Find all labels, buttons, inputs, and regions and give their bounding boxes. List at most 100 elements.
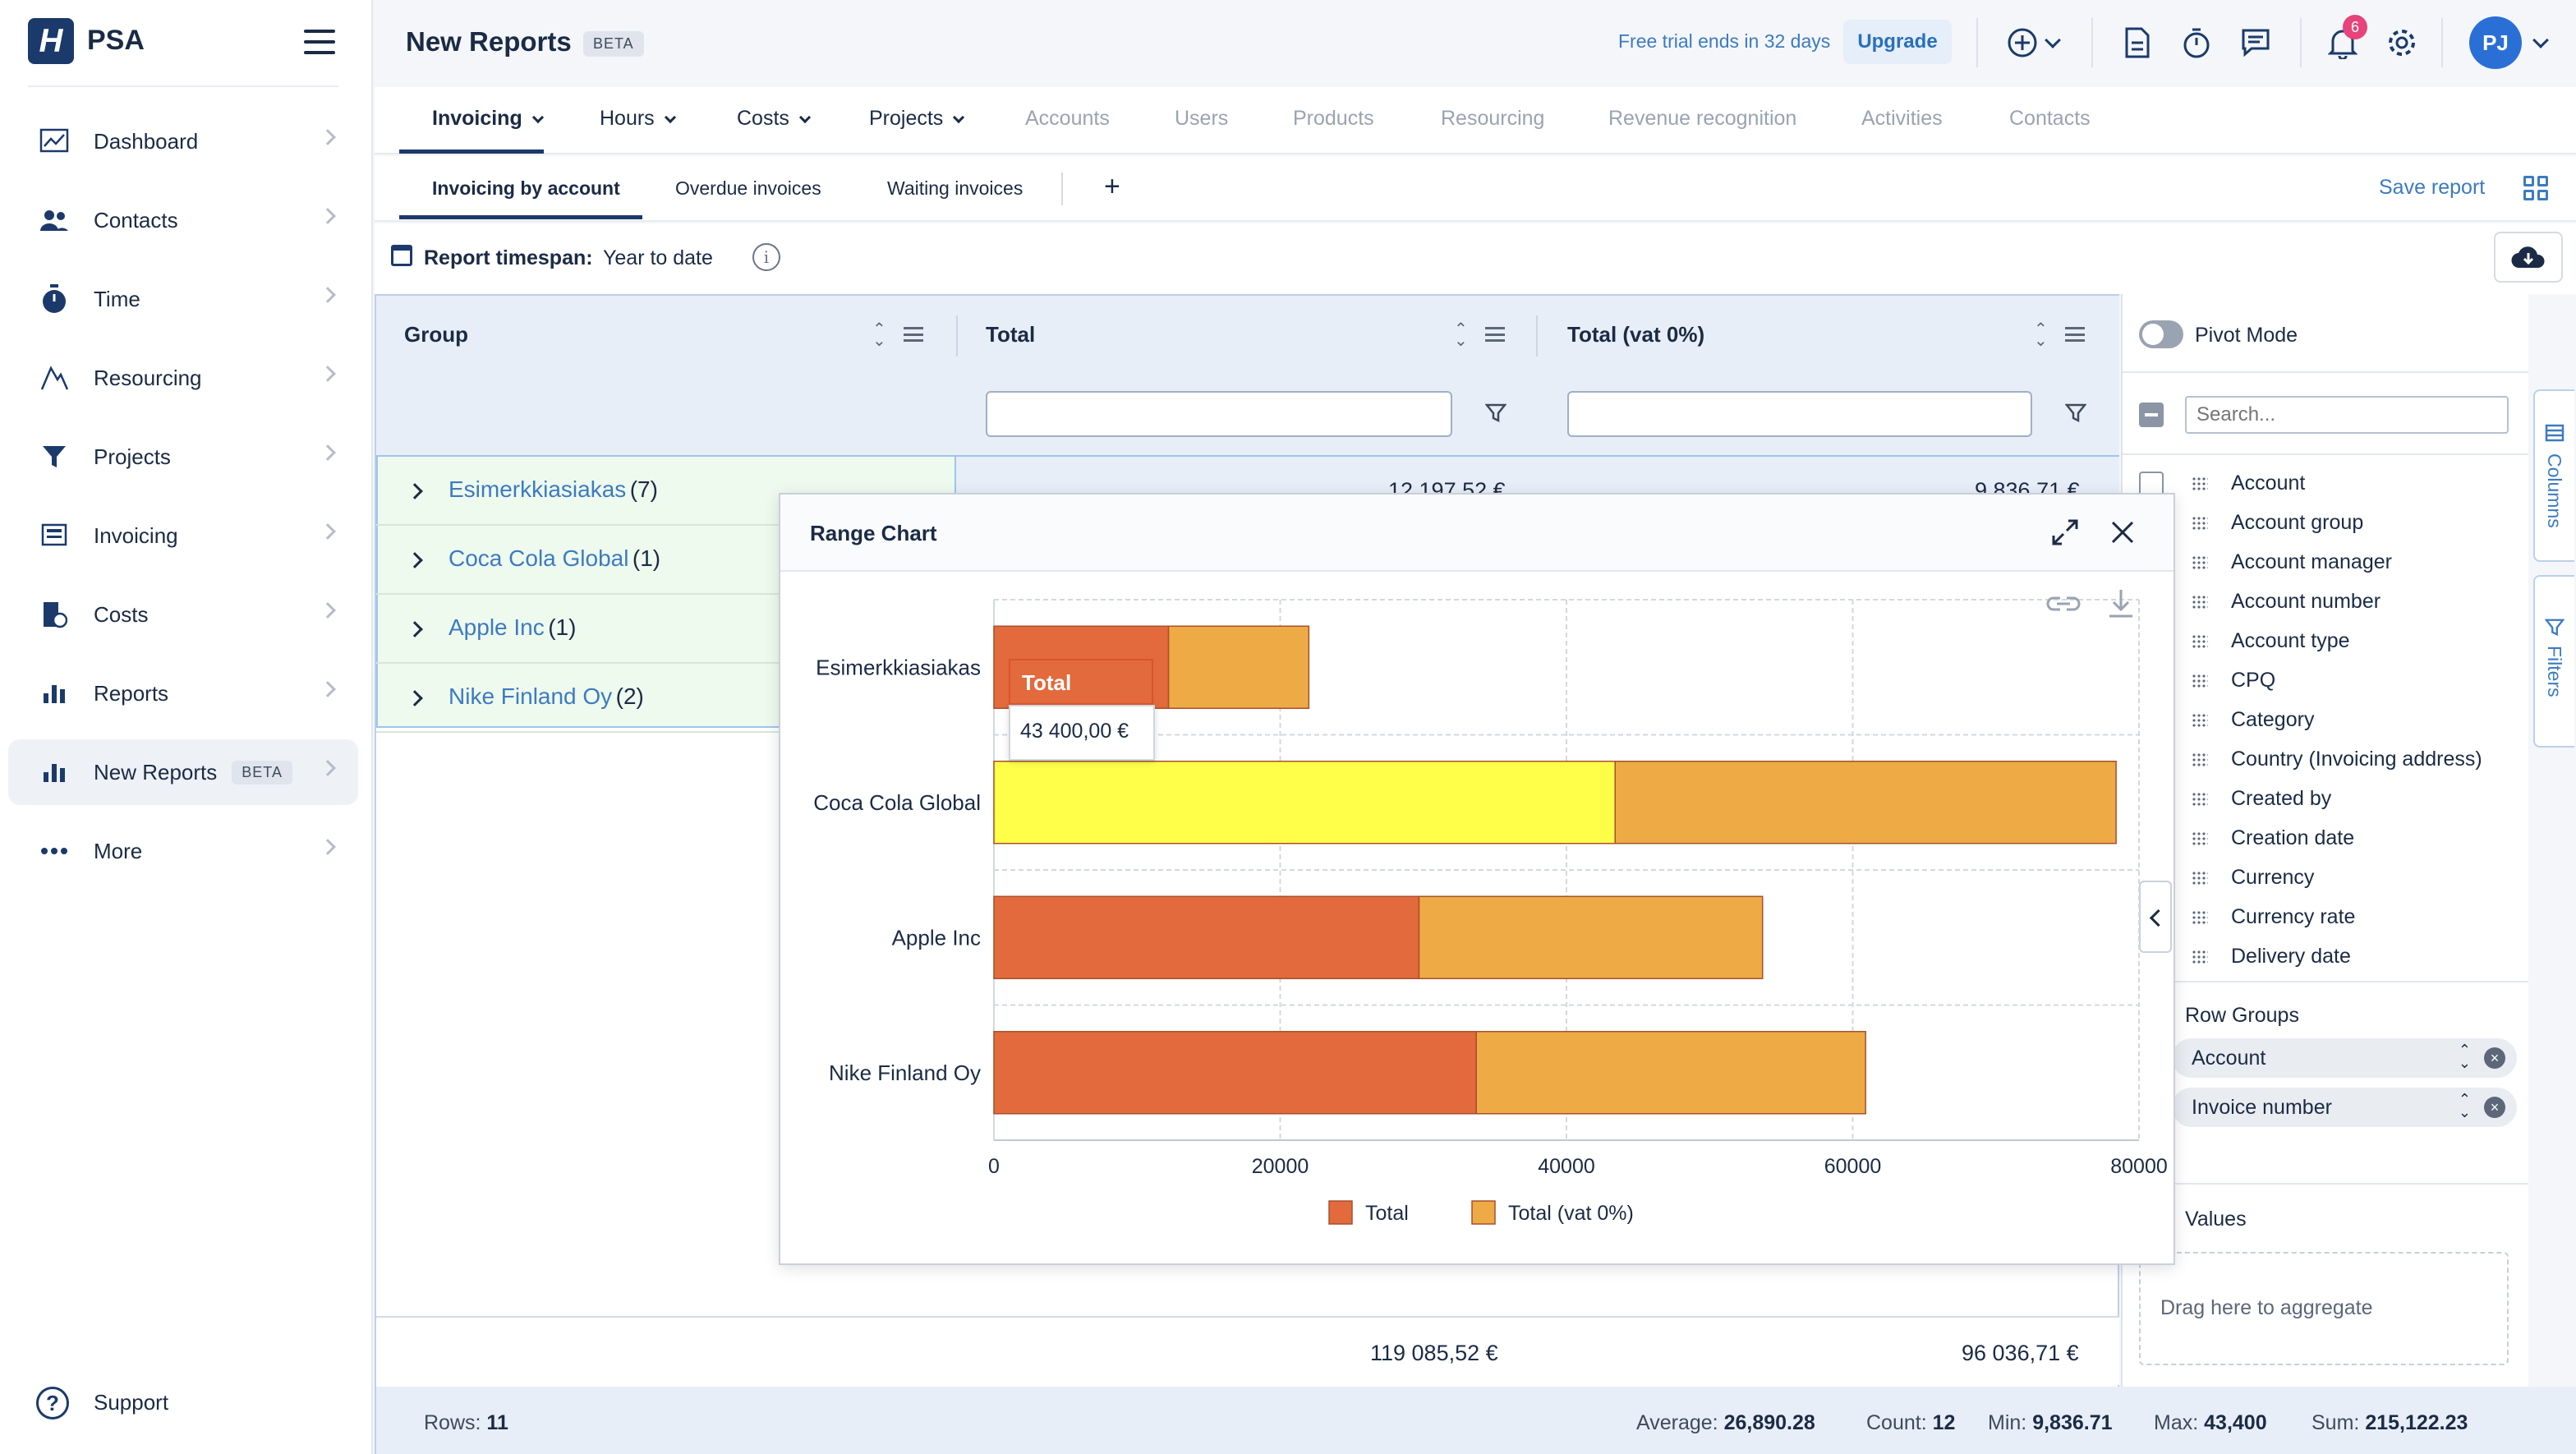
tab-costs[interactable]: Costs xyxy=(737,107,811,131)
table-row[interactable]: Esimerkkiasiakas (7) xyxy=(376,457,956,526)
tab-users[interactable]: Users xyxy=(1175,107,1228,131)
tab-contacts[interactable]: Contacts xyxy=(2009,107,2091,131)
column-item[interactable]: Account manager xyxy=(2231,550,2392,573)
chevron-right-icon[interactable] xyxy=(407,690,423,706)
sidebar-item-resourcing[interactable]: Resourcing xyxy=(8,345,358,411)
chat-icon[interactable] xyxy=(2238,25,2274,61)
column-item[interactable]: CPQ xyxy=(2231,669,2276,692)
column-item[interactable]: Account xyxy=(2231,472,2306,495)
remove-icon[interactable]: × xyxy=(2484,1097,2505,1118)
sidebar-item-dashboard[interactable]: Dashboard xyxy=(8,108,358,174)
group-name-link[interactable]: Apple Inc xyxy=(448,614,545,640)
download-icon[interactable] xyxy=(2106,587,2136,619)
row-group-pill-invoice-number[interactable]: Invoice number ⌃ ⌄ × xyxy=(2172,1088,2517,1127)
cloud-download-button[interactable] xyxy=(2494,232,2563,283)
tab-projects[interactable]: Projects xyxy=(869,107,965,131)
timespan-value[interactable]: Year to date xyxy=(603,246,713,269)
subtab-waiting-invoices[interactable]: Waiting invoices xyxy=(887,177,1024,199)
help-icon[interactable]: ? xyxy=(36,1387,69,1419)
sidebar-item-projects[interactable]: Projects xyxy=(8,424,358,490)
select-all-checkbox[interactable] xyxy=(2139,403,2164,427)
group-name-link[interactable]: Coca Cola Global xyxy=(448,545,629,571)
sort-icon[interactable]: ⌃ ⌄ xyxy=(2458,1042,2471,1071)
drag-handle-icon[interactable] xyxy=(2192,595,2208,610)
column-header-total-vat0[interactable]: Total (vat 0%) xyxy=(1567,322,1705,347)
drag-handle-icon[interactable] xyxy=(2192,950,2208,964)
support-link[interactable]: Support xyxy=(94,1390,169,1415)
chevron-right-icon[interactable] xyxy=(407,552,423,568)
column-menu-icon[interactable] xyxy=(1485,327,1505,342)
drag-handle-icon[interactable] xyxy=(2192,831,2208,846)
sidebar-item-invoicing[interactable]: Invoicing xyxy=(8,503,358,568)
sidebar-item-reports[interactable]: Reports xyxy=(8,660,358,726)
gear-icon[interactable] xyxy=(2384,25,2420,61)
column-item[interactable]: Created by xyxy=(2231,787,2332,810)
column-search-input[interactable] xyxy=(2185,396,2509,434)
column-header-total[interactable]: Total xyxy=(986,322,1036,347)
group-name-link[interactable]: Nike Finland Oy xyxy=(448,683,613,709)
subtab-overdue-invoices[interactable]: Overdue invoices xyxy=(675,177,821,199)
stopwatch-icon[interactable] xyxy=(2178,25,2215,61)
columns-tab[interactable]: Columns xyxy=(2533,389,2574,562)
column-item[interactable]: Currency xyxy=(2231,866,2315,889)
column-header-group[interactable]: Group xyxy=(404,322,468,347)
total-filter-input[interactable] xyxy=(986,391,1452,437)
save-report-button[interactable]: Save report xyxy=(2379,176,2486,199)
layout-grid-icon[interactable] xyxy=(2523,176,2548,200)
sidebar-item-new-reports[interactable]: New Reports BETA xyxy=(8,739,358,805)
column-item[interactable]: Category xyxy=(2231,708,2315,731)
column-item[interactable]: Currency rate xyxy=(2231,905,2356,928)
sidebar-item-more[interactable]: More xyxy=(8,818,358,884)
tab-activities[interactable]: Activities xyxy=(1861,107,1943,131)
tab-accounts[interactable]: Accounts xyxy=(1025,107,1110,131)
column-item[interactable]: Account number xyxy=(2231,590,2381,613)
drag-handle-icon[interactable] xyxy=(2192,910,2208,925)
drag-handle-icon[interactable] xyxy=(2192,674,2208,688)
drag-handle-icon[interactable] xyxy=(2192,871,2208,886)
tab-hours[interactable]: Hours xyxy=(600,107,676,131)
filter-icon[interactable] xyxy=(1485,403,1506,424)
app-logo[interactable]: H xyxy=(28,18,74,64)
filters-tab[interactable]: Filters xyxy=(2533,575,2574,748)
row-group-pill-account[interactable]: Account ⌃ ⌄ × xyxy=(2172,1038,2517,1078)
remove-icon[interactable]: × xyxy=(2484,1047,2505,1069)
drag-handle-icon[interactable] xyxy=(2192,792,2208,807)
table-row[interactable]: Coca Cola Global (1) xyxy=(376,526,956,595)
sidebar-item-time[interactable]: Time xyxy=(8,266,358,332)
dialog-header[interactable] xyxy=(780,495,2174,572)
sort-icon[interactable]: ⌃ ⌄ xyxy=(2034,320,2048,350)
pivot-mode-toggle[interactable] xyxy=(2139,320,2183,348)
menu-toggle-icon[interactable] xyxy=(304,30,335,54)
drag-handle-icon[interactable] xyxy=(2192,476,2208,491)
sidebar-item-costs[interactable]: Costs xyxy=(8,582,358,647)
column-menu-icon[interactable] xyxy=(904,327,923,342)
sort-icon[interactable]: ⌃ ⌄ xyxy=(1454,320,1468,350)
chevron-right-icon[interactable] xyxy=(407,483,423,499)
add-circle-icon[interactable] xyxy=(2004,25,2040,61)
close-icon[interactable] xyxy=(2108,518,2137,547)
drag-handle-icon[interactable] xyxy=(2192,713,2208,728)
document-icon[interactable] xyxy=(2119,25,2155,61)
total-vat0-filter-input[interactable] xyxy=(1567,391,2032,437)
group-name-link[interactable]: Esimerkkiasiakas xyxy=(448,476,627,502)
tab-resourcing[interactable]: Resourcing xyxy=(1441,107,1544,131)
column-item[interactable]: Delivery date xyxy=(2231,945,2351,968)
info-icon[interactable]: i xyxy=(752,243,780,271)
sort-icon[interactable]: ⌃ ⌄ xyxy=(872,320,886,350)
column-menu-icon[interactable] xyxy=(2065,327,2085,342)
chevron-right-icon[interactable] xyxy=(407,621,423,637)
sort-icon[interactable]: ⌃ ⌄ xyxy=(2458,1091,2471,1120)
table-row[interactable]: Nike Finland Oy (2) xyxy=(376,664,956,733)
filter-icon[interactable] xyxy=(2065,403,2086,424)
values-dropzone[interactable]: Drag here to aggregate xyxy=(2139,1252,2509,1365)
avatar[interactable]: PJ xyxy=(2469,16,2522,69)
column-item[interactable]: Country (Invoicing address) xyxy=(2231,748,2482,771)
column-item[interactable]: Creation date xyxy=(2231,826,2355,849)
drag-handle-icon[interactable] xyxy=(2192,555,2208,570)
subtab-invoicing-by-account[interactable]: Invoicing by account xyxy=(432,177,620,199)
sidebar-item-contacts[interactable]: Contacts xyxy=(8,187,358,253)
column-item[interactable]: Account group xyxy=(2231,511,2364,534)
tab-revenue-recognition[interactable]: Revenue recognition xyxy=(1608,107,1796,131)
drag-handle-icon[interactable] xyxy=(2192,634,2208,649)
link-icon[interactable] xyxy=(2045,590,2082,618)
